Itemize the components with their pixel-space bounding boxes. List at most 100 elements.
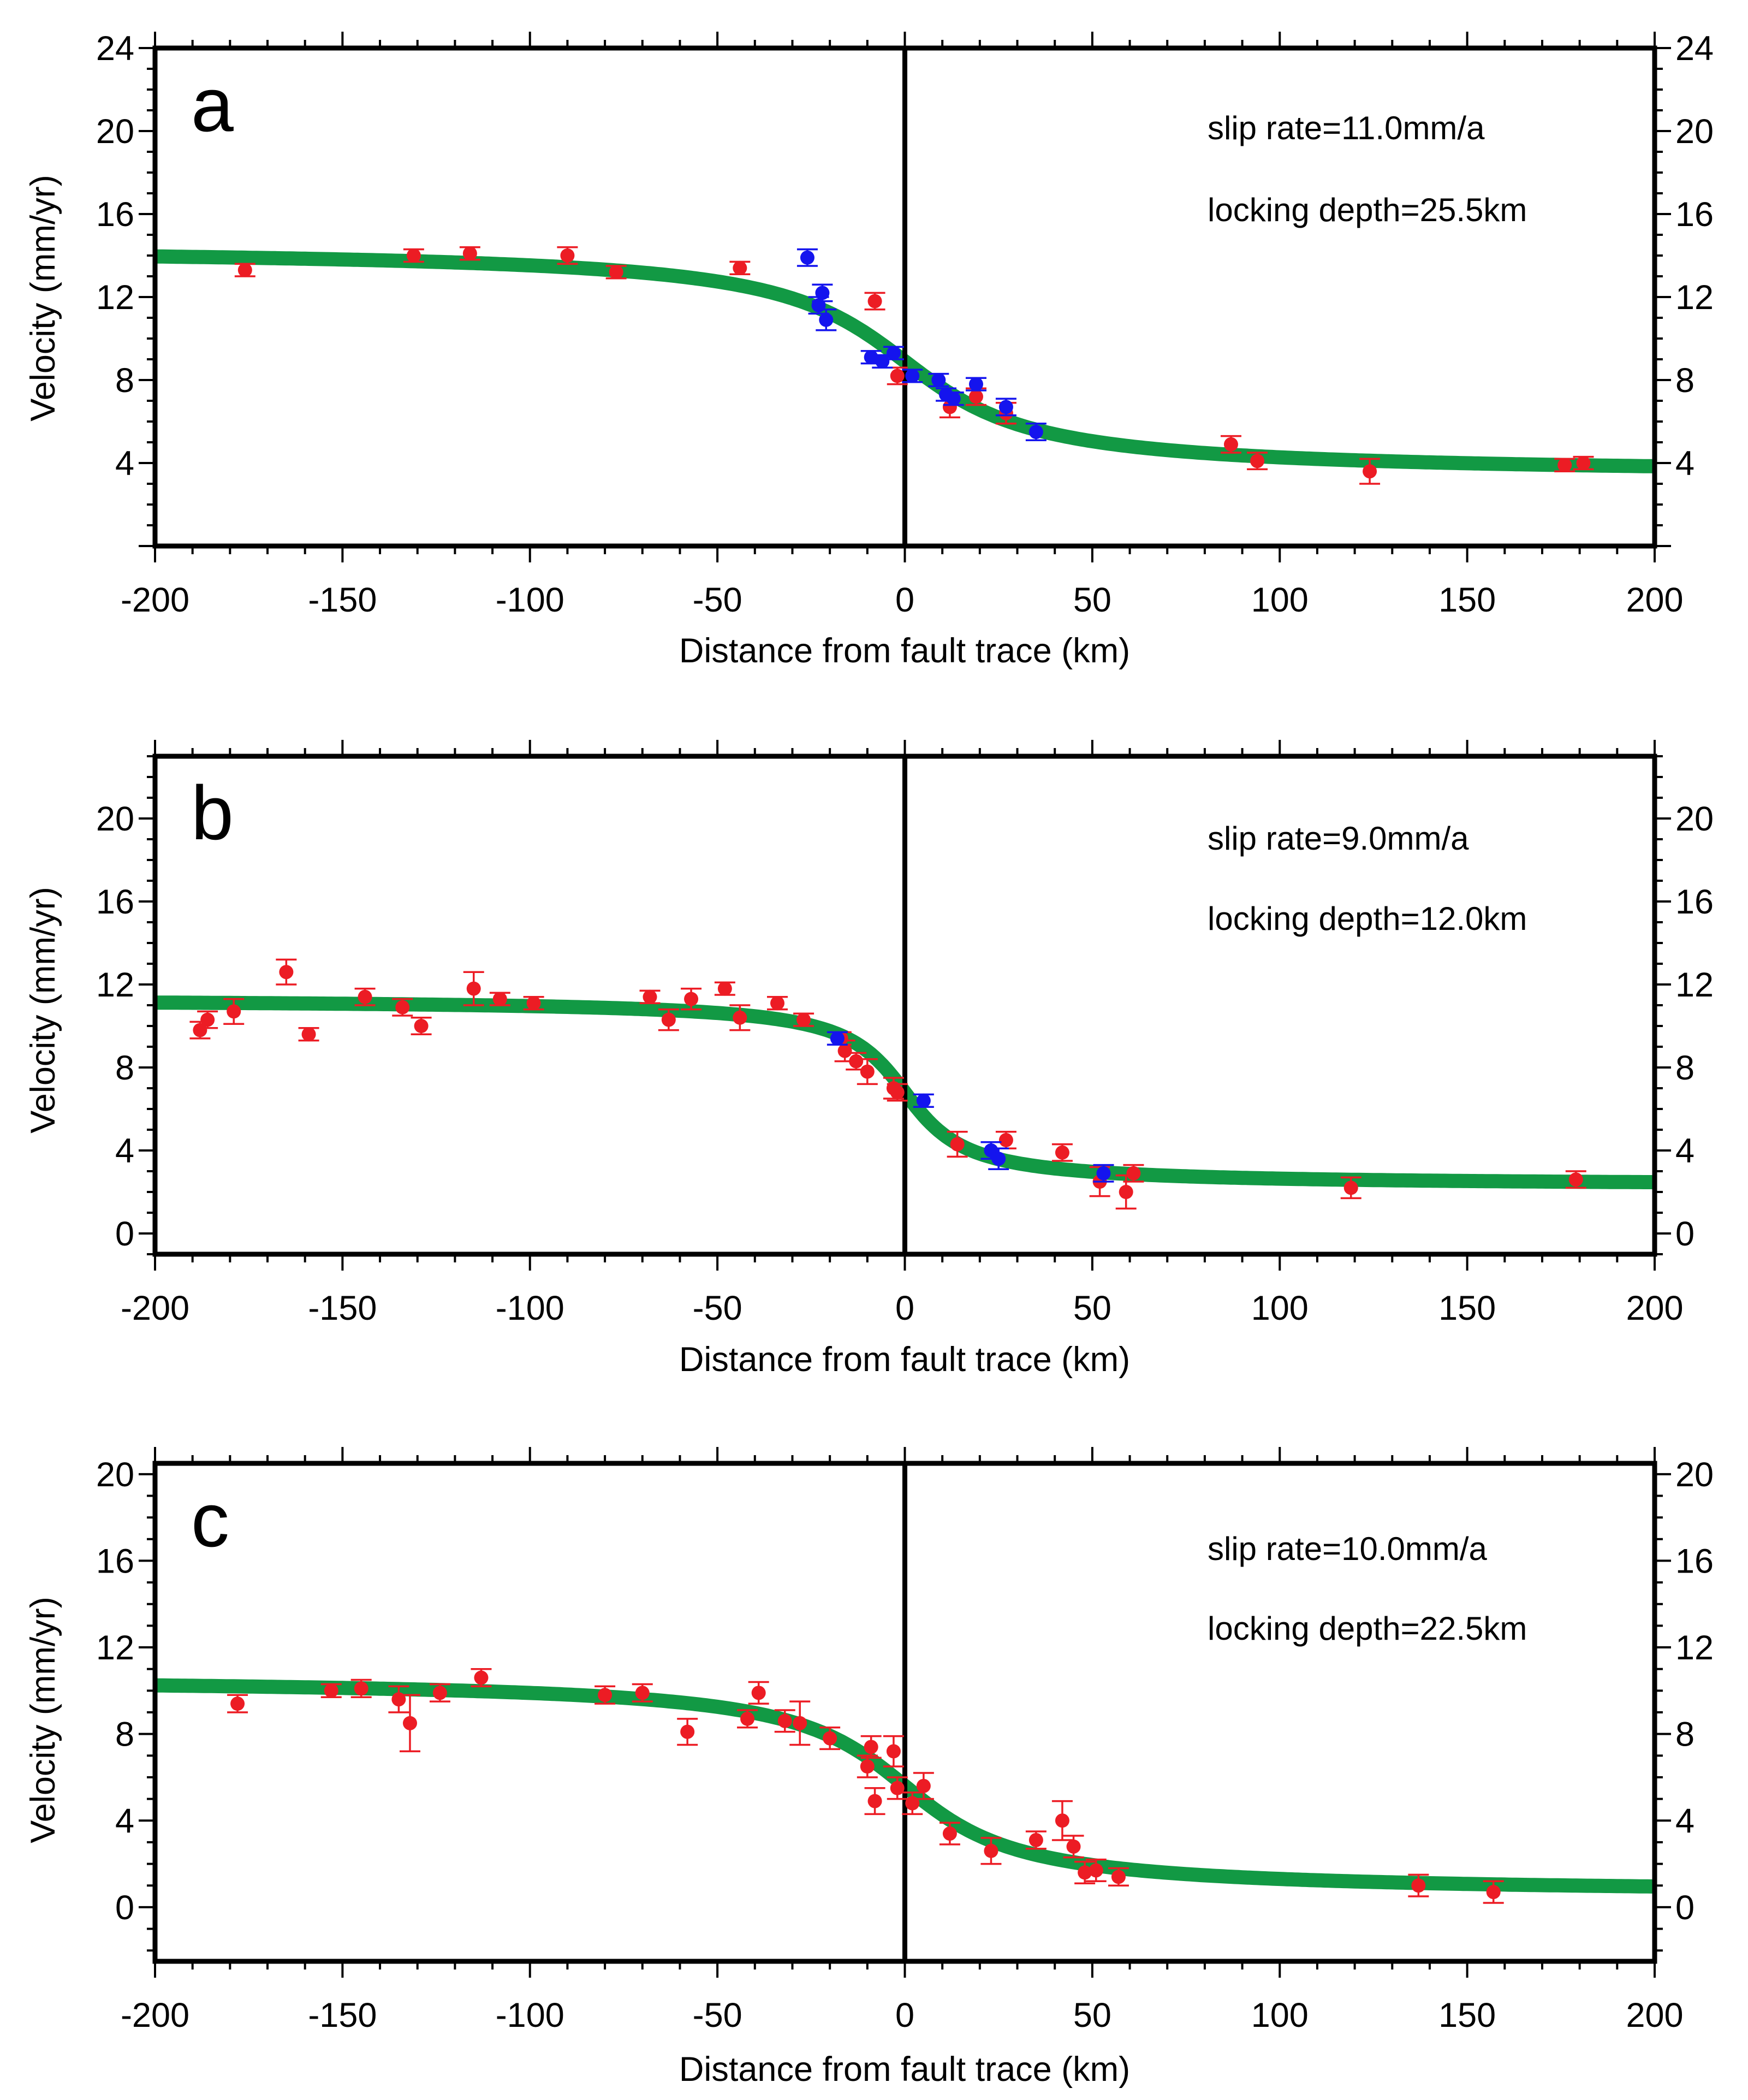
x-tick-label-c: -150 [308,1996,377,2034]
data-point [864,1740,878,1754]
slip-rate-annotation-a: slip rate=11.0mm/a [1208,110,1485,146]
data-point [1028,425,1043,439]
data-point [1223,437,1238,452]
y-tick-label-left-c: 16 [96,1542,134,1580]
data-point [916,1778,931,1793]
panel-c: c slip rate=10.0mm/a locking depth=22.5k… [24,1447,1714,2089]
y-tick-label-right-a: 16 [1675,195,1714,234]
data-point [777,1713,792,1728]
data-point [1055,1813,1069,1828]
y-tick-label-right-a: 12 [1675,278,1714,317]
y-tick-label-right-c: 16 [1675,1542,1714,1580]
data-point [227,1004,241,1019]
y-tick-label-left-a: 12 [96,278,134,317]
data-point [193,1023,207,1037]
x-tick-label-b: -150 [308,1289,377,1327]
data-point [890,1781,905,1795]
data-point [860,1064,875,1079]
x-tick-label-a: -150 [308,581,377,619]
data-point [998,400,1013,414]
data-point [998,1133,1013,1147]
plot-frame-a [152,45,1657,549]
x-tick-label-b: -100 [496,1289,564,1327]
ticks-c [139,1447,1671,1978]
y-tick-label-right-b: 0 [1675,1215,1695,1253]
data-point [1078,1865,1092,1880]
data-point [432,1686,447,1700]
data-point [1486,1885,1501,1900]
data-point [950,1137,965,1152]
data-point [717,981,732,996]
data-point [946,391,961,406]
data-point [609,265,623,280]
y-axis-title-c: Velocity (mm/yr) [24,1597,62,1843]
y-tick-label-right-a: 8 [1675,361,1695,400]
ticks-b [139,740,1671,1271]
x-tick-label-c: -50 [693,1996,742,2034]
data-point [793,1716,807,1730]
slip-rate-annotation-c: slip rate=10.0mm/a [1208,1530,1488,1567]
data-point [414,1019,429,1033]
data-point [466,981,481,996]
series-red-b [189,958,1586,1210]
data-point [680,1724,695,1739]
data-point [942,1826,957,1841]
x-tick-label-a: -50 [693,581,742,619]
y-tick-label-left-c: 8 [115,1716,134,1754]
locking-depth-annotation-a: locking depth=25.5km [1208,192,1527,228]
y-tick-label-right-c: 4 [1675,1802,1695,1840]
data-point [830,1031,845,1046]
data-point [770,996,785,1011]
data-point [733,1010,747,1025]
y-tick-label-left-c: 12 [96,1629,134,1667]
x-tick-label-b: -50 [693,1289,742,1327]
data-point [1568,1172,1583,1187]
x-tick-label-a: -200 [121,581,189,619]
y-tick-label-right-a: 20 [1675,112,1714,151]
x-tick-label-a: 150 [1438,581,1496,619]
series-blue-b [827,1031,1114,1183]
data-point [560,248,575,263]
data-point [1066,1839,1081,1854]
plot-frame-c [152,1461,1657,1964]
locking-depth-annotation-b: locking depth=12.0km [1208,900,1527,937]
y-tick-label-left-a: 4 [115,444,134,483]
x-tick-label-c: 100 [1251,1996,1309,2034]
data-point [916,1093,931,1108]
data-point [886,346,901,360]
y-tick-label-right-b: 4 [1675,1132,1695,1170]
data-point [1119,1185,1133,1199]
data-point [991,1152,1006,1166]
x-tick-label-a: 200 [1626,581,1683,619]
x-axis-title-b: Distance from fault trace (km) [679,1340,1130,1379]
y-tick-label-right-b: 12 [1675,966,1714,1004]
data-point [1363,464,1377,479]
x-tick-label-c: 50 [1073,1996,1111,2034]
x-tick-label-c: 200 [1626,1996,1683,2034]
data-point [492,992,507,1006]
y-tick-label-right-c: 8 [1675,1716,1695,1754]
x-tick-label-b: 200 [1626,1289,1683,1327]
data-point [406,248,421,263]
x-tick-label-c: 150 [1438,1996,1496,2034]
data-point [1343,1180,1358,1195]
panel-b-letter: b [191,770,234,856]
x-tick-label-b: -200 [121,1289,189,1327]
y-tick-label-right-a: 24 [1675,29,1714,68]
data-point [279,965,294,980]
x-tick-label-a: -100 [496,581,564,619]
data-point [462,246,477,261]
x-tick-label-c: -100 [496,1996,564,2034]
data-point [740,1711,755,1726]
y-tick-label-right-c: 20 [1675,1456,1714,1494]
data-point [815,286,830,300]
y-tick-label-left-b: 4 [115,1132,134,1170]
data-point [643,989,657,1004]
data-point [237,263,252,277]
series-red-c [227,1668,1504,1904]
series-red-a [234,246,1594,485]
data-point [890,1085,905,1100]
data-point [1250,454,1265,468]
y-tick-label-left-c: 20 [96,1456,134,1494]
data-point [968,377,983,391]
